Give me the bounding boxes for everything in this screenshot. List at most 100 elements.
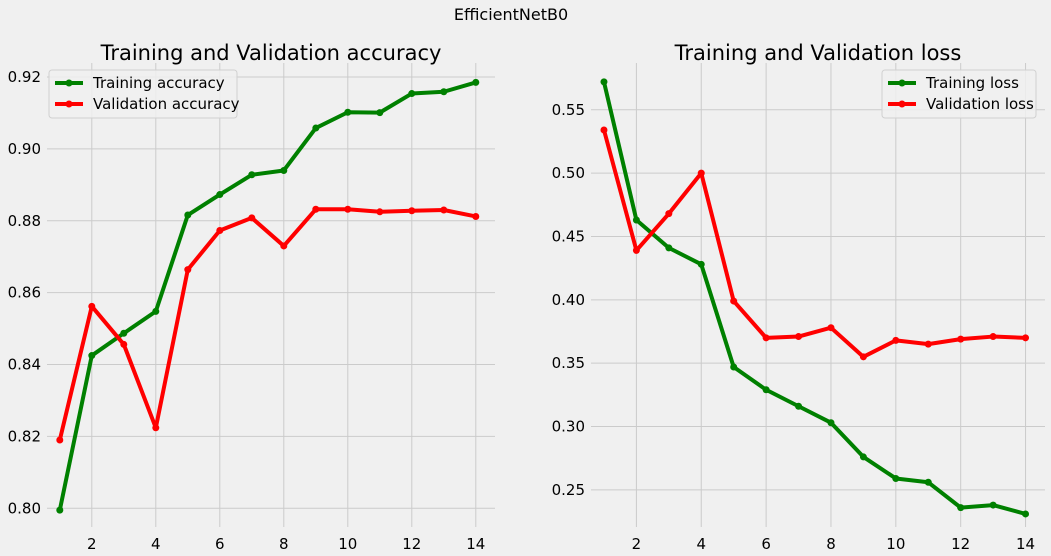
data-point <box>56 436 64 444</box>
y-tick-label: 0.84 <box>8 356 41 374</box>
legend-box <box>48 69 238 119</box>
y-tick-label: 0.55 <box>552 101 585 119</box>
data-point <box>408 90 416 98</box>
data-point <box>632 216 640 224</box>
data-point <box>408 207 416 215</box>
data-point <box>440 88 448 96</box>
x-tick-label: 2 <box>632 535 642 553</box>
y-tick-label: 0.90 <box>8 140 41 158</box>
data-point <box>827 419 835 427</box>
data-point <box>1022 510 1030 518</box>
x-tick-label: 12 <box>951 535 970 553</box>
x-tick-label: 12 <box>402 535 421 553</box>
data-point <box>376 208 384 216</box>
data-point <box>280 166 288 174</box>
x-tick-label: 10 <box>886 535 905 553</box>
legend-marker <box>898 79 906 87</box>
data-point <box>730 363 738 371</box>
y-tick-label: 0.25 <box>552 481 585 499</box>
data-point <box>957 335 965 343</box>
data-point <box>697 169 705 177</box>
legend: Training accuracy Validation accuracy <box>48 69 240 119</box>
data-point <box>924 478 932 486</box>
data-point <box>248 214 256 222</box>
legend-marker <box>65 79 73 87</box>
x-tick-label: 14 <box>466 535 485 553</box>
data-point <box>892 336 900 344</box>
x-tick-label: 2 <box>87 535 97 553</box>
y-tick-label: 0.50 <box>552 164 585 182</box>
data-point <box>152 307 160 315</box>
y-tick-label: 0.92 <box>8 68 41 86</box>
data-point <box>827 324 835 332</box>
data-point <box>472 212 480 220</box>
data-point <box>632 246 640 254</box>
accuracy-chart: Training and Validation accuracy 2 4 6 8 10 12… <box>8 41 495 553</box>
x-tick-label: 4 <box>696 535 706 553</box>
chart-title: Training and Validation loss <box>674 41 962 65</box>
data-point <box>665 244 673 252</box>
data-point <box>312 205 320 213</box>
y-tick-label: 0.30 <box>552 418 585 436</box>
legend-label: Validation accuracy <box>93 95 240 113</box>
suptitle: EfficientNetB0 <box>454 5 568 24</box>
data-point <box>120 329 128 337</box>
legend: Training loss Validation loss <box>881 69 1037 119</box>
data-point <box>762 386 770 394</box>
data-point <box>600 78 608 86</box>
data-point <box>88 352 96 360</box>
data-point <box>697 260 705 268</box>
series-line-0 <box>57 80 477 511</box>
y-tick-label: 0.35 <box>552 354 585 372</box>
data-point <box>762 334 770 342</box>
data-point <box>440 206 448 214</box>
data-point <box>859 453 867 461</box>
data-point <box>924 340 932 348</box>
y-tick-label: 0.88 <box>8 212 41 230</box>
data-point <box>989 501 997 509</box>
x-tick-label: 6 <box>215 535 225 553</box>
legend-label: Validation loss <box>926 95 1034 113</box>
data-point <box>472 78 480 86</box>
data-point <box>56 506 64 514</box>
legend-label: Training accuracy <box>92 74 225 92</box>
data-point <box>344 205 352 213</box>
data-point <box>184 266 192 274</box>
data-point <box>859 353 867 361</box>
legend-marker <box>898 100 906 108</box>
y-tick-label: 0.45 <box>552 227 585 245</box>
legend-label: Training loss <box>925 74 1019 92</box>
x-tick-label: 10 <box>338 535 357 553</box>
data-point <box>312 124 320 132</box>
x-tick-label: 4 <box>151 535 161 553</box>
x-tick-label: 6 <box>761 535 771 553</box>
x-tick-label: 8 <box>279 535 289 553</box>
loss-chart: Training and Validation loss 2 4 6 8 10 12 14 0.… <box>552 41 1045 553</box>
data-point <box>248 171 256 179</box>
chart-title: Training and Validation accuracy <box>100 41 442 65</box>
y-tick-label: 0.82 <box>8 427 41 445</box>
data-point <box>989 333 997 341</box>
series-line-0 <box>602 81 1027 516</box>
data-point <box>957 504 965 512</box>
series-line-1 <box>602 129 1026 359</box>
legend-box <box>881 69 1037 119</box>
data-point <box>665 210 673 218</box>
x-tick-label: 14 <box>1016 535 1035 553</box>
data-point <box>216 226 224 234</box>
data-point <box>795 402 803 410</box>
y-tick-label: 0.86 <box>8 284 41 302</box>
data-point <box>795 333 803 341</box>
data-point <box>152 424 160 432</box>
data-point <box>120 340 128 348</box>
data-point <box>730 297 738 305</box>
data-point <box>88 302 96 310</box>
data-point <box>344 108 352 116</box>
data-point <box>184 211 192 219</box>
data-point <box>216 191 224 199</box>
y-tick-label: 0.80 <box>8 499 41 517</box>
legend-marker <box>65 100 73 108</box>
data-point <box>892 474 900 482</box>
data-point <box>1022 334 1030 342</box>
